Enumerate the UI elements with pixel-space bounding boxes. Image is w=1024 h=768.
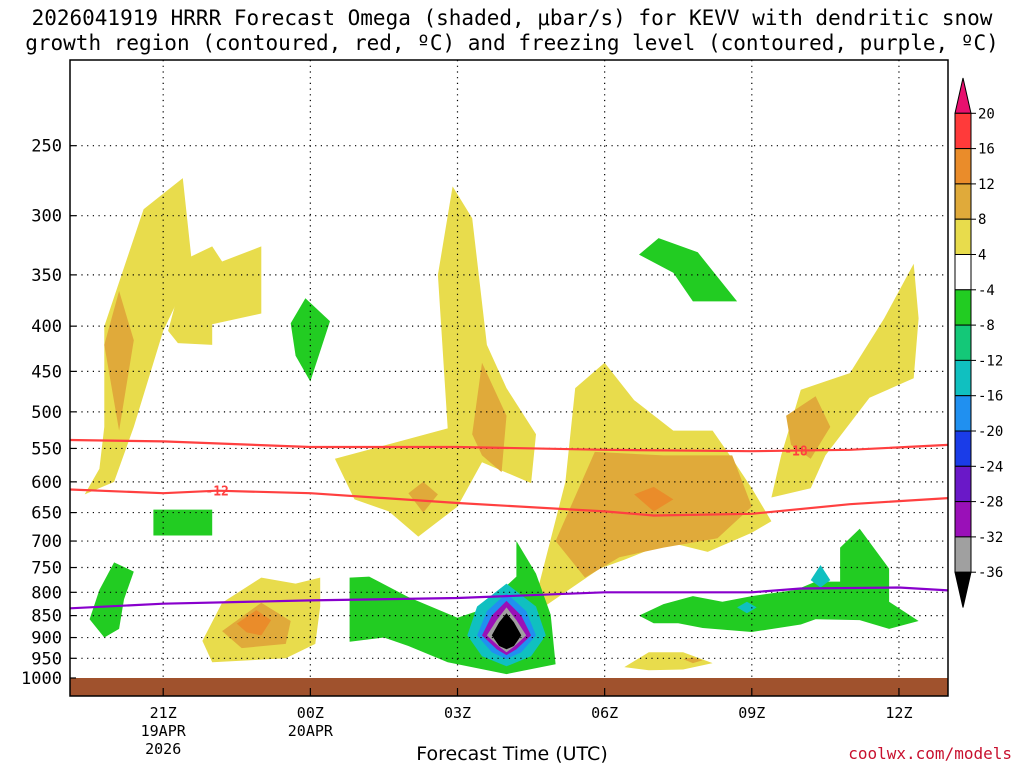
colorbar-swatch-9 [954,395,972,432]
title-line-1: 2026041919 HRRR Forecast Omega (shaded, … [31,6,993,30]
y-tick-label-550: 550 [31,439,62,459]
omega-region-24 [639,528,919,632]
chart-title: 2026041919 HRRR Forecast Omega (shaded, … [0,6,1024,56]
omega-region-5 [472,362,507,473]
omega-region-1 [104,291,134,431]
y-tick-label-300: 300 [31,207,62,227]
omega-region-13 [639,238,738,302]
y-tick-label-400: 400 [31,317,62,337]
contour-label-0: -18 [784,445,808,460]
omega-region-6 [408,481,438,513]
plot-frame [69,59,949,697]
omega-region-0 [84,178,193,495]
colorbar-label-9: -20 [978,424,1003,440]
colorbar-swatch-11 [954,465,972,503]
colorbar-swatch-12 [954,501,972,538]
contour-line-2 [70,586,948,610]
omega-region-17 [89,562,134,638]
colorbar-label-1: 16 [978,142,995,158]
x-tick-label-21Z: 21Z [150,704,177,722]
colorbar-label-5: -4 [978,283,995,299]
colorbar-swatch-13 [954,536,972,573]
y-tick-label-250: 250 [31,137,62,157]
colorbar-label-7: -12 [978,353,1003,369]
omega-region-16 [236,610,272,636]
colorbar-swatch-2 [954,148,972,185]
y-tick-label-650: 650 [31,504,62,524]
colorbar-swatch-1 [954,112,972,150]
x-tick-label-00Z: 00Z [297,704,324,722]
colorbar-swatch-7 [954,324,972,361]
x-tick-date-21Z: 19APR [141,722,187,740]
colorbar-swatch-6 [954,289,972,326]
credit-link[interactable]: coolwx.com/models [848,744,1012,763]
y-tick-label-700: 700 [31,532,62,552]
contour-labels: -18 -12 [205,445,808,500]
contour-line-1 [70,488,948,517]
title-line-2: growth region (contoured, red, ºC) and f… [25,31,999,55]
colorbar-label-4: 4 [978,248,986,264]
omega-region-7 [153,509,213,536]
contour-label-1: -12 [205,485,228,500]
y-axis: 2503003504004505005506006507007508008509… [21,137,76,689]
y-tick-label-800: 800 [31,583,62,603]
omega-region-26 [737,601,757,614]
y-tick-label-600: 600 [31,473,62,493]
ground-bar [70,678,948,696]
colorbar-swatch-3 [954,183,972,220]
colorbar: 20 16 12 8 4 -4 -8 -12 -16 -20 -24 -28 -32 -36 [954,77,1003,608]
colorbar-label-12: -32 [978,530,1003,546]
colorbar-cap-bottom [954,571,972,608]
shaded-omega-layer [84,178,919,675]
omega-region-11 [771,263,919,498]
y-tick-label-850: 850 [31,607,62,627]
y-tick-label-900: 900 [31,629,62,649]
x-axis-title: Forecast Time (UTC) [416,743,608,765]
colorbar-swatch-5 [954,254,972,291]
colorbar-label-13: -36 [978,565,1003,581]
colorbar-label-3: 8 [978,212,986,228]
omega-region-27 [624,652,713,671]
y-tick-label-750: 750 [31,559,62,579]
colorbar-swatch-10 [954,430,972,467]
omega-region-10 [634,486,674,512]
y-tick-label-500: 500 [31,403,62,423]
x-tick-label-12Z: 12Z [885,704,912,722]
x-tick-label-06Z: 06Z [591,704,618,722]
omega-region-2 [168,246,262,345]
contour-line-0 [70,438,948,453]
colorbar-swatch-8 [954,359,972,397]
colorbar-label-0: 20 [978,106,995,122]
x-tick-label-09Z: 09Z [738,704,765,722]
x-tick-date-00Z: 20APR [288,722,334,740]
omega-region-23 [491,613,522,650]
x-tick-label-03Z: 03Z [444,704,471,722]
omega-region-25 [810,565,831,588]
colorbar-label-6: -8 [978,318,995,334]
colorbar-label-10: -24 [978,459,1003,475]
colorbar-label-8: -16 [978,389,1003,405]
colorbar-cap-top [954,77,972,114]
colorbar-label-2: 12 [978,177,995,193]
omega-region-12 [786,396,831,459]
y-tick-label-950: 950 [31,649,62,669]
omega-region-4 [334,186,536,537]
x-tick-year-21Z: 2026 [145,740,181,758]
y-tick-label-350: 350 [31,266,62,286]
colorbar-swatch-4 [954,218,972,255]
y-tick-label-450: 450 [31,362,62,382]
colorbar-label-11: -28 [978,495,1003,511]
y-tick-label-1000: 1000 [21,669,62,689]
contour-layer [70,438,948,610]
